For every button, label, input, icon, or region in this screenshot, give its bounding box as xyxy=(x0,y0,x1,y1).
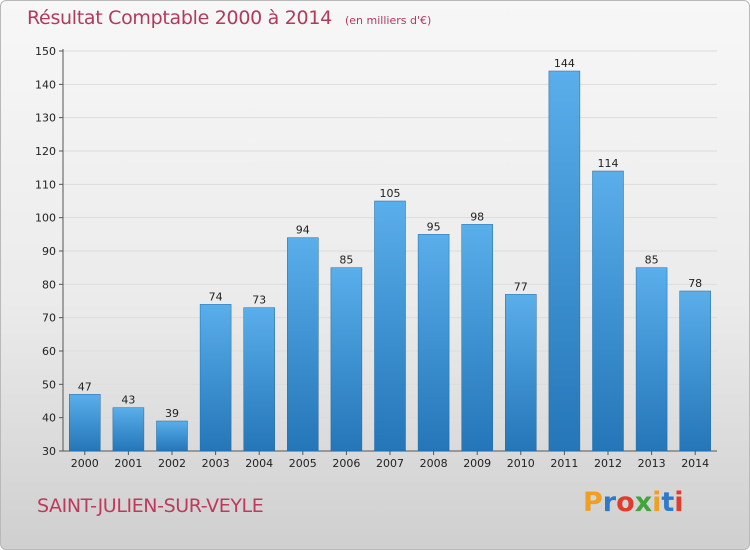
y-tick-label: 30 xyxy=(42,445,56,458)
bar-2007 xyxy=(374,200,406,452)
y-tick-label: 110 xyxy=(35,178,56,191)
x-tick-label-2007: 2007 xyxy=(376,457,404,470)
y-tick-label: 70 xyxy=(42,312,56,325)
chart-subtitle: (en milliers d'€) xyxy=(344,14,432,27)
x-tick-label-2003: 2003 xyxy=(202,457,230,470)
x-tick-label-2011: 2011 xyxy=(550,457,578,470)
data-label-2012: 114 xyxy=(598,157,619,170)
data-label-2001: 43 xyxy=(121,394,135,407)
bar-2009 xyxy=(461,224,493,452)
bar-2014 xyxy=(679,290,711,452)
bars xyxy=(69,70,711,452)
x-tick-label-2004: 2004 xyxy=(245,457,273,470)
bar-2010 xyxy=(505,294,537,452)
y-tick-label: 100 xyxy=(35,212,56,225)
data-label-2005: 94 xyxy=(296,224,310,237)
bar-2008 xyxy=(417,234,450,452)
y-tick-label: 50 xyxy=(42,378,56,391)
x-tick-label-2006: 2006 xyxy=(332,457,360,470)
x-tick-label-2002: 2002 xyxy=(158,457,186,470)
data-label-2000: 47 xyxy=(78,380,92,393)
logo-letter: r xyxy=(602,487,617,518)
y-tick-label: 40 xyxy=(42,412,56,425)
data-label-2004: 73 xyxy=(252,294,266,307)
logo-letter: i xyxy=(674,487,684,518)
title-row: Résultat Comptable 2000 à 2014 (en milli… xyxy=(27,7,431,29)
y-tick-label: 140 xyxy=(35,78,56,91)
bar-2003 xyxy=(199,304,232,452)
logo-letter: P xyxy=(583,487,603,518)
y-tick-label: 120 xyxy=(35,145,56,158)
data-label-2008: 95 xyxy=(427,220,441,233)
bar-2013 xyxy=(635,267,668,452)
bar-2011 xyxy=(548,70,581,452)
y-tick-label: 80 xyxy=(42,278,56,291)
x-tick-label-2008: 2008 xyxy=(420,457,448,470)
logo-letter: x xyxy=(634,487,653,518)
bar-2012 xyxy=(592,170,624,452)
logo-letter: o xyxy=(616,487,635,518)
bar-2005 xyxy=(287,237,319,452)
data-label-2014: 78 xyxy=(688,277,702,290)
y-tick-label: 150 xyxy=(35,45,56,58)
data-label-2013: 85 xyxy=(645,254,659,267)
bar-2006 xyxy=(330,267,363,452)
x-tick-label-2012: 2012 xyxy=(594,457,622,470)
x-tick-label-2010: 2010 xyxy=(507,457,535,470)
logo-letter: t xyxy=(661,487,675,518)
y-tick-label: 130 xyxy=(35,112,56,125)
bar-2001 xyxy=(112,407,145,452)
bar-2000 xyxy=(69,394,101,452)
labels: 30 40 50 60 70 80 90 100 110 120 130 140 150 47 2000 43… xyxy=(35,45,709,470)
data-label-2006: 85 xyxy=(339,254,353,267)
bar-2002 xyxy=(156,420,188,452)
x-tick-label-2014: 2014 xyxy=(681,457,709,470)
data-label-2003: 74 xyxy=(209,290,223,303)
bar-2004 xyxy=(243,307,275,452)
data-label-2010: 77 xyxy=(514,280,528,293)
proxiti-logo[interactable]: Proxiti xyxy=(583,487,684,518)
x-tick-label-2013: 2013 xyxy=(638,457,666,470)
x-tick-label-2009: 2009 xyxy=(463,457,491,470)
x-tick-label-2000: 2000 xyxy=(71,457,99,470)
logo-letter: i xyxy=(652,487,662,518)
data-label-2011: 144 xyxy=(554,57,575,70)
data-label-2007: 105 xyxy=(380,187,401,200)
data-label-2002: 39 xyxy=(165,407,179,420)
y-tick-label: 60 xyxy=(42,345,56,358)
chart-title: Résultat Comptable 2000 à 2014 xyxy=(27,7,332,29)
y-tick-label: 90 xyxy=(42,245,56,258)
x-tick-label-2001: 2001 xyxy=(114,457,142,470)
data-label-2009: 98 xyxy=(470,210,484,223)
commune-name: SAINT-JULIEN-SUR-VEYLE xyxy=(37,495,264,517)
x-tick-label-2005: 2005 xyxy=(289,457,317,470)
